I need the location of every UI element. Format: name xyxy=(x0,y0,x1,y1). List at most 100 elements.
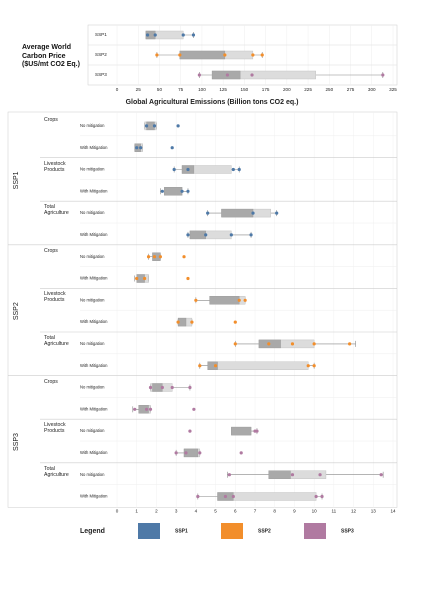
row-label: With Mitigation xyxy=(80,494,108,499)
point xyxy=(243,298,247,302)
x-tick-label: 7 xyxy=(254,509,257,514)
sector-label-box: Crops xyxy=(44,378,58,385)
point xyxy=(318,473,322,477)
legend-label: SSP2 xyxy=(258,528,271,534)
point xyxy=(197,73,201,77)
point xyxy=(251,211,255,215)
row-label: No mitigation xyxy=(80,297,105,302)
row-label: With Mitigation xyxy=(80,145,108,150)
point xyxy=(160,385,164,390)
point xyxy=(182,255,186,259)
point xyxy=(152,124,157,128)
x-tick-label: 200 xyxy=(283,87,291,92)
x-tick-label: 0 xyxy=(116,509,119,514)
x-tick-label: 275 xyxy=(347,87,355,92)
group-label: SSP1 xyxy=(13,171,20,189)
point xyxy=(198,451,202,455)
point xyxy=(255,429,259,433)
sector-label: Livestock Products xyxy=(44,291,66,304)
point xyxy=(312,342,316,346)
point xyxy=(251,53,255,57)
point xyxy=(237,167,241,172)
point xyxy=(135,276,139,281)
point xyxy=(196,494,200,499)
x-tick-label: 13 xyxy=(371,509,377,514)
sector-label: Total Agriculture xyxy=(44,335,69,347)
sector-label: Total Agriculture xyxy=(44,465,69,478)
point xyxy=(223,53,227,57)
iqr-box xyxy=(138,405,149,414)
iqr-box xyxy=(221,208,254,218)
point xyxy=(146,255,151,259)
iqr-box xyxy=(207,361,218,370)
x-tick-label: 14 xyxy=(390,509,396,514)
point xyxy=(174,451,178,455)
sector-label: Crops xyxy=(44,378,58,385)
point xyxy=(160,189,164,193)
point xyxy=(290,342,295,346)
point xyxy=(152,255,157,259)
sector-label-box: Livestock Products xyxy=(44,422,66,435)
iqr-box xyxy=(183,448,199,458)
x-tick-label: 250 xyxy=(325,87,333,92)
sector-label-box: Crops xyxy=(44,248,58,254)
iqr-box xyxy=(231,426,252,436)
point xyxy=(158,255,162,259)
legend-title: Legend xyxy=(80,528,105,535)
range-box xyxy=(207,361,309,370)
row-label: With Mitigation xyxy=(80,363,108,368)
row-label: No mitigation xyxy=(80,428,105,433)
sector-label-box: Total Agriculture xyxy=(44,204,69,216)
point xyxy=(176,124,180,128)
category-label: SSP3 xyxy=(95,72,107,77)
x-tick-label: 150 xyxy=(241,87,249,92)
group-label: SSP2 xyxy=(13,302,20,320)
point xyxy=(231,494,235,499)
row-label: No mitigation xyxy=(80,341,105,346)
point xyxy=(155,53,159,57)
sector-label-box: Total Agriculture xyxy=(44,335,69,347)
point xyxy=(229,233,233,237)
x-tick-label: 25 xyxy=(136,87,142,92)
point xyxy=(145,33,150,37)
point xyxy=(148,385,153,390)
point xyxy=(213,364,218,368)
legend-swatch xyxy=(304,523,326,539)
point xyxy=(237,298,241,302)
row-label: With Mitigation xyxy=(80,232,108,237)
x-tick-label: 125 xyxy=(219,87,227,92)
legend-swatch xyxy=(221,523,243,539)
point xyxy=(231,167,235,172)
point xyxy=(233,342,237,346)
point xyxy=(184,451,188,455)
x-tick-label: 3 xyxy=(175,509,178,514)
point xyxy=(186,276,190,281)
point xyxy=(190,320,194,324)
point xyxy=(192,407,196,411)
x-tick-label: 11 xyxy=(331,509,336,514)
legend-label: SSP1 xyxy=(175,528,188,534)
point xyxy=(194,298,198,302)
point xyxy=(204,233,208,237)
x-tick-label: 75 xyxy=(178,87,184,92)
point xyxy=(275,211,279,215)
point xyxy=(233,320,237,324)
point xyxy=(170,385,174,390)
chart-title: Global Agricultural Emissions (Billion t… xyxy=(126,99,299,106)
legend-swatch xyxy=(138,523,160,539)
row-label: No mitigation xyxy=(80,123,105,128)
plot-frame xyxy=(87,24,398,86)
group-label: SSP3 xyxy=(13,433,20,451)
point xyxy=(306,364,310,368)
row-label: No mitigation xyxy=(80,167,105,172)
row-label: With Mitigation xyxy=(80,406,108,411)
x-tick-label: 10 xyxy=(312,509,318,514)
point xyxy=(153,33,157,37)
x-tick-label: 100 xyxy=(198,87,206,92)
sector-label: Livestock Products xyxy=(44,422,66,435)
point xyxy=(178,53,182,57)
x-tick-label: 325 xyxy=(389,87,397,92)
x-tick-label: 300 xyxy=(368,87,376,92)
